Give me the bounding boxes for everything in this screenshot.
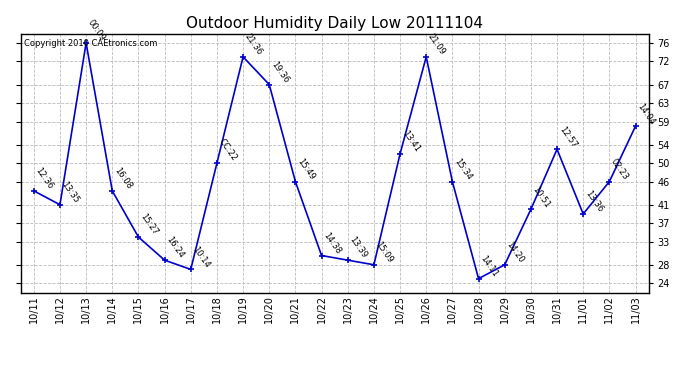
Text: 14:04: 14:04: [635, 102, 656, 126]
Text: 16:08: 16:08: [112, 166, 133, 191]
Text: 00:09: 00:09: [86, 18, 107, 43]
Text: 15:27: 15:27: [139, 212, 159, 237]
Text: 15:34: 15:34: [453, 157, 473, 182]
Text: Copyright 2010 CAEtronics.com: Copyright 2010 CAEtronics.com: [24, 39, 157, 48]
Text: 21:09: 21:09: [426, 32, 447, 57]
Text: 12:36: 12:36: [34, 166, 55, 191]
Title: Outdoor Humidity Daily Low 20111104: Outdoor Humidity Daily Low 20111104: [186, 16, 483, 31]
Text: 02:23: 02:23: [609, 157, 631, 182]
Text: 14:38: 14:38: [322, 231, 343, 255]
Text: 19:36: 19:36: [269, 60, 290, 85]
Text: 15:49: 15:49: [295, 157, 317, 182]
Text: CC:22: CC:22: [217, 138, 239, 163]
Text: 13:35: 13:35: [60, 180, 81, 205]
Text: 21:36: 21:36: [243, 32, 264, 57]
Text: 13:41: 13:41: [400, 129, 421, 154]
Text: 10:51: 10:51: [531, 185, 552, 209]
Text: 14:20: 14:20: [504, 240, 526, 265]
Text: 14:11: 14:11: [479, 254, 500, 279]
Text: 12:57: 12:57: [557, 124, 578, 149]
Text: 13:39: 13:39: [348, 236, 369, 260]
Text: 10:14: 10:14: [190, 245, 212, 269]
Text: 15:09: 15:09: [374, 240, 395, 265]
Text: 16:24: 16:24: [165, 236, 186, 260]
Text: 13:36: 13:36: [583, 189, 604, 214]
